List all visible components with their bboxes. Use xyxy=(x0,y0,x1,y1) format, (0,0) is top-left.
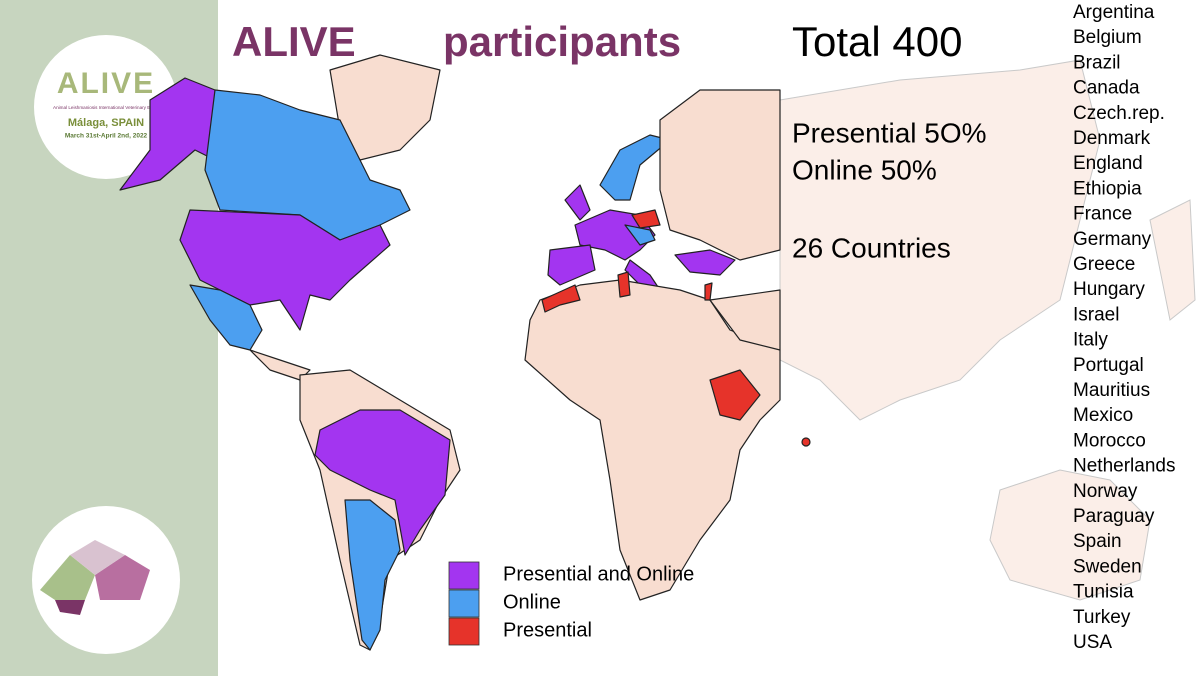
legend-label: Online xyxy=(503,591,561,613)
legend-label: Presential and Online xyxy=(503,563,694,585)
legend-swatch xyxy=(448,617,480,646)
country: Belgium xyxy=(1073,27,1142,48)
country: Brazil xyxy=(1073,52,1121,73)
logo-dates: March 31st-April 2nd, 2022 xyxy=(65,133,148,140)
legend-swatch xyxy=(448,589,480,618)
stat: Online 50% xyxy=(792,154,937,185)
country: Greece xyxy=(1073,254,1135,275)
total: Total 400 xyxy=(792,18,962,65)
country: Mauritius xyxy=(1073,380,1150,401)
country: Israel xyxy=(1073,304,1119,325)
country: England xyxy=(1073,153,1143,174)
country: Argentina xyxy=(1073,2,1155,23)
country: Tunisia xyxy=(1073,582,1134,603)
country: Germany xyxy=(1073,229,1152,250)
stat: 26 Countries xyxy=(792,232,951,263)
logo-art xyxy=(40,540,150,615)
country: Turkey xyxy=(1073,607,1131,628)
logo-place: Málaga, SPAIN xyxy=(68,117,144,129)
country: Hungary xyxy=(1073,279,1145,300)
country: Netherlands xyxy=(1073,456,1175,477)
legend-swatch xyxy=(448,561,480,590)
country: Morocco xyxy=(1073,430,1146,451)
title: ALIVE xyxy=(232,18,356,65)
logo-circle xyxy=(34,35,178,179)
country: Norway xyxy=(1073,481,1138,502)
country: Denmark xyxy=(1073,128,1151,149)
legend-label: Presential xyxy=(503,619,592,641)
logo-subtitle: Animal Leishmaniosis International Veter… xyxy=(53,105,160,110)
country: Italy xyxy=(1073,330,1108,351)
country: Portugal xyxy=(1073,355,1144,376)
map xyxy=(119,54,811,651)
country: Czech.rep. xyxy=(1073,103,1165,124)
country: Spain xyxy=(1073,531,1122,552)
map-faded xyxy=(779,59,1196,601)
country: Canada xyxy=(1073,78,1140,99)
country: Mexico xyxy=(1073,405,1133,426)
country: France xyxy=(1073,204,1132,225)
subtitle: participants xyxy=(443,18,681,65)
country: Paraguay xyxy=(1073,506,1155,527)
country: USA xyxy=(1073,632,1112,653)
logo-title: ALIVE xyxy=(57,67,155,100)
country: Sweden xyxy=(1073,556,1142,577)
country: Ethiopia xyxy=(1073,178,1142,199)
stat: Presential 5O% xyxy=(792,117,987,148)
